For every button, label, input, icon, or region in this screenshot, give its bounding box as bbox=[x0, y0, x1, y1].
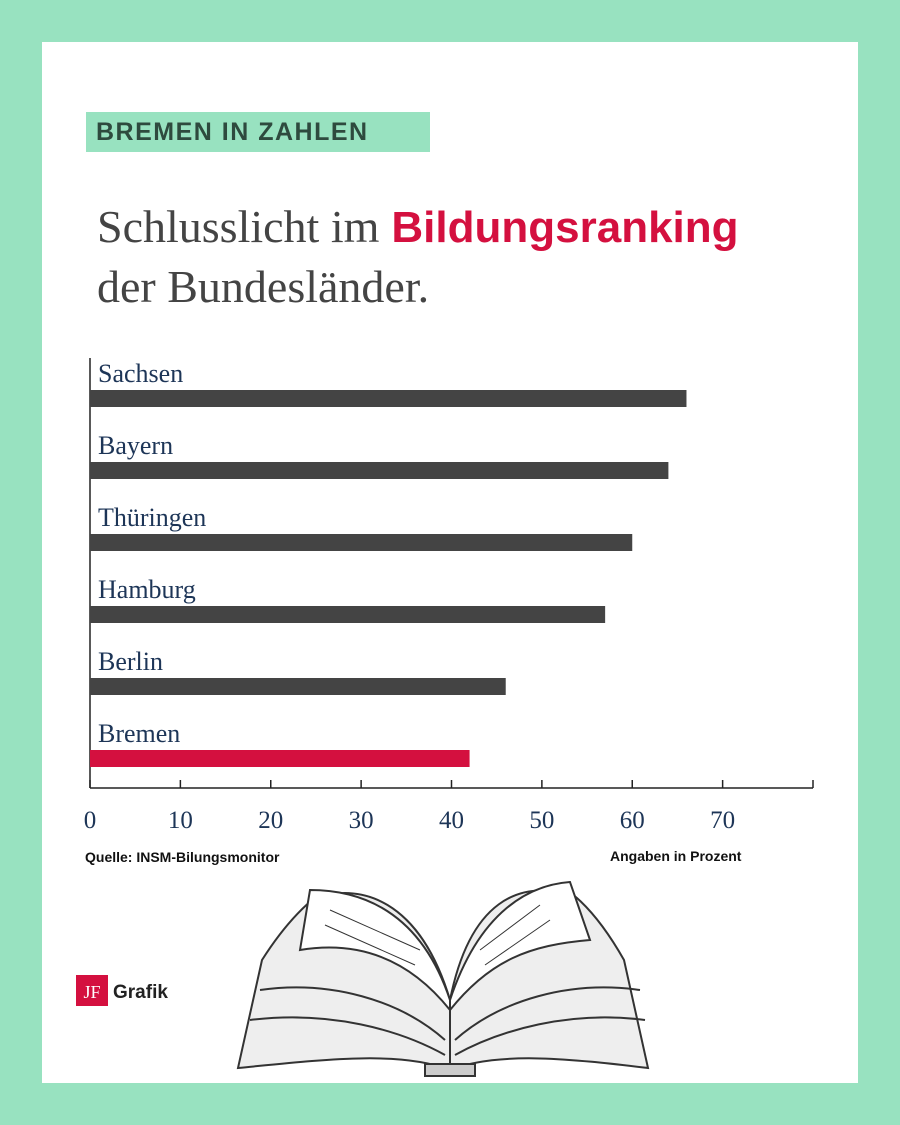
x-tick-label: 60 bbox=[620, 807, 645, 834]
x-tick-label: 40 bbox=[439, 807, 464, 834]
kicker-box bbox=[86, 112, 430, 152]
category-label: Bremen bbox=[98, 719, 180, 748]
category-label: Bayern bbox=[98, 431, 173, 460]
category-label: Berlin bbox=[98, 647, 163, 676]
bar bbox=[90, 390, 687, 407]
unit-note: Angaben in Prozent bbox=[610, 848, 742, 864]
chart-title-end: der Bundesländer. bbox=[97, 261, 429, 312]
category-label: Thüringen bbox=[98, 503, 206, 532]
panel bbox=[42, 42, 858, 1083]
x-tick-label: 0 bbox=[84, 807, 97, 834]
x-tick-label: 10 bbox=[168, 807, 193, 834]
logo: JF bbox=[83, 982, 100, 1002]
x-tick-label: 70 bbox=[710, 807, 735, 834]
x-tick-label: 20 bbox=[258, 807, 283, 834]
title-highlight: Bildungsranking bbox=[391, 203, 738, 252]
category-label: Sachsen bbox=[98, 359, 183, 388]
title-part: Schlusslicht im bbox=[97, 201, 380, 252]
bar bbox=[90, 534, 633, 551]
x-tick-label: 50 bbox=[529, 807, 554, 834]
chart-title: Schlusslicht im Bildungsranking bbox=[97, 201, 739, 252]
logo-text: Grafik bbox=[113, 982, 168, 1003]
source: Quelle: INSM-Bilungsmonitor bbox=[85, 849, 280, 865]
x-tick-label: 30 bbox=[349, 807, 374, 834]
bar bbox=[90, 462, 669, 479]
book-illustration bbox=[236, 880, 650, 1077]
bar bbox=[90, 750, 470, 767]
category-label: Hamburg bbox=[98, 575, 196, 604]
bar bbox=[90, 606, 606, 623]
kicker: BREMEN IN ZAHLEN bbox=[96, 118, 369, 146]
logo-box bbox=[76, 975, 108, 1006]
bar bbox=[90, 678, 506, 695]
